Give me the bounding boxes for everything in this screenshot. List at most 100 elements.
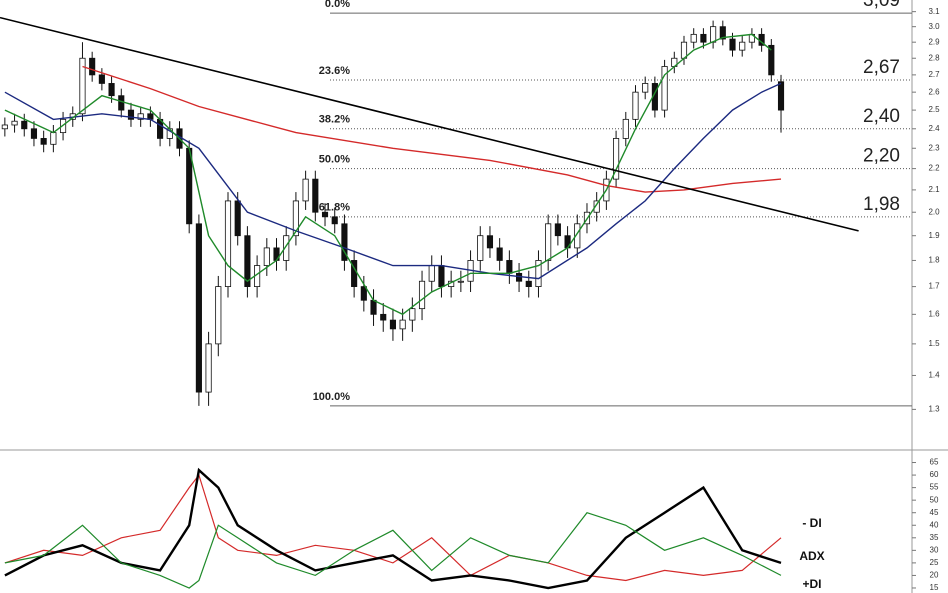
candle-body — [380, 313, 387, 321]
candle-body — [21, 120, 28, 130]
candle-body — [457, 280, 464, 283]
candle-body — [195, 223, 202, 393]
candle-body — [438, 265, 445, 288]
candle-body — [680, 41, 688, 59]
y-tick-label: 2.9 — [928, 37, 940, 46]
y-tick-label: 40 — [930, 520, 939, 529]
y-tick-label: 2.8 — [928, 53, 940, 62]
candle-body — [710, 26, 717, 43]
indicator-line — [4, 511, 782, 589]
candle-body — [729, 38, 736, 51]
y-tick-label: 2.2 — [928, 164, 940, 173]
candle-body — [418, 280, 426, 310]
candle-body — [215, 286, 222, 345]
fib-price-label: 2,20 — [863, 146, 900, 167]
y-tick-label: 1.8 — [928, 256, 940, 265]
y-tick-label: 60 — [930, 470, 939, 479]
y-tick-label: 50 — [930, 495, 939, 504]
overlay-line — [4, 33, 772, 316]
candle-body — [554, 223, 561, 237]
candle-body — [89, 57, 96, 76]
candle-body — [768, 44, 775, 76]
y-tick-label: 15 — [930, 583, 939, 592]
fib-label: 50.0% — [319, 154, 350, 166]
y-tick-label: 1.4 — [928, 371, 940, 380]
candle-body — [525, 280, 532, 288]
candle-body — [700, 33, 707, 43]
fib-price-label: 3,09 — [863, 0, 900, 11]
candle-body — [292, 200, 299, 237]
legend-label: +DI — [802, 577, 821, 591]
legend-label: - DI — [802, 516, 821, 530]
y-tick-label: 1.6 — [928, 309, 940, 318]
y-tick-label: 35 — [930, 533, 939, 542]
candle-body — [370, 299, 377, 315]
candle-body — [118, 95, 125, 111]
candle-body — [331, 216, 338, 225]
candle-body — [224, 200, 232, 288]
fib-label: 38.2% — [319, 114, 350, 126]
candle-body — [302, 178, 309, 202]
candle-body — [234, 200, 241, 237]
candle-body — [719, 26, 726, 40]
y-tick-label: 3.1 — [928, 7, 940, 16]
candle-body — [399, 319, 406, 330]
candle-body — [777, 81, 785, 111]
candle-body — [50, 132, 57, 145]
y-tick-label: 1.3 — [928, 404, 940, 413]
y-tick-label: 3.0 — [928, 22, 940, 31]
candle-body — [11, 120, 18, 126]
candle-body — [545, 223, 552, 261]
y-tick-label: 2.7 — [928, 70, 940, 79]
candle-body — [321, 211, 329, 218]
overlay-line — [0, 16, 859, 232]
candle-body — [496, 247, 503, 261]
y-tick-label: 2.5 — [928, 105, 940, 114]
y-tick-label: 20 — [930, 571, 939, 580]
overlay-line — [4, 82, 782, 280]
candle-body — [244, 235, 251, 288]
y-tick-label: 1.7 — [928, 282, 940, 291]
candle-body — [40, 138, 47, 145]
y-tick-label: 1.9 — [928, 231, 940, 240]
candle-body — [263, 247, 270, 266]
fib-label: 100.0% — [313, 391, 351, 403]
candle-body — [690, 33, 697, 43]
y-tick-label: 30 — [930, 545, 939, 554]
candle-body — [341, 223, 348, 261]
candle-body — [409, 308, 416, 321]
y-tick-label: 2.0 — [928, 207, 940, 216]
y-tick-label: 1.5 — [928, 339, 940, 348]
candle-body — [108, 83, 115, 97]
candle-body — [642, 83, 649, 93]
candle-body — [30, 128, 38, 139]
candle-body — [622, 118, 629, 139]
y-tick-label: 2.4 — [928, 124, 940, 133]
candle-body — [283, 235, 290, 261]
candle-body — [506, 260, 513, 274]
fib-label: 0.0% — [325, 0, 350, 10]
candle-body — [127, 109, 135, 120]
candle-body — [428, 265, 435, 282]
candle-body — [593, 200, 600, 213]
y-tick-label: 2.1 — [928, 185, 940, 194]
candle-body — [312, 178, 319, 213]
y-tick-label: 25 — [930, 558, 939, 567]
candle-body — [360, 286, 367, 301]
candle-body — [477, 235, 484, 261]
y-tick-label: 45 — [930, 508, 939, 517]
y-tick-label: 2.3 — [928, 143, 940, 152]
y-tick-label: 2.6 — [928, 87, 940, 96]
candle-body — [486, 235, 494, 249]
candle-body — [661, 66, 668, 111]
legend-label: ADX — [799, 549, 824, 563]
y-tick-label: 65 — [930, 458, 939, 467]
fib-price-label: 2,67 — [863, 57, 900, 78]
candle-body — [98, 74, 105, 84]
fib-label: 23.6% — [319, 65, 350, 77]
y-tick-label: 55 — [930, 483, 939, 492]
candle-body — [205, 343, 212, 393]
candle-body — [739, 41, 746, 51]
